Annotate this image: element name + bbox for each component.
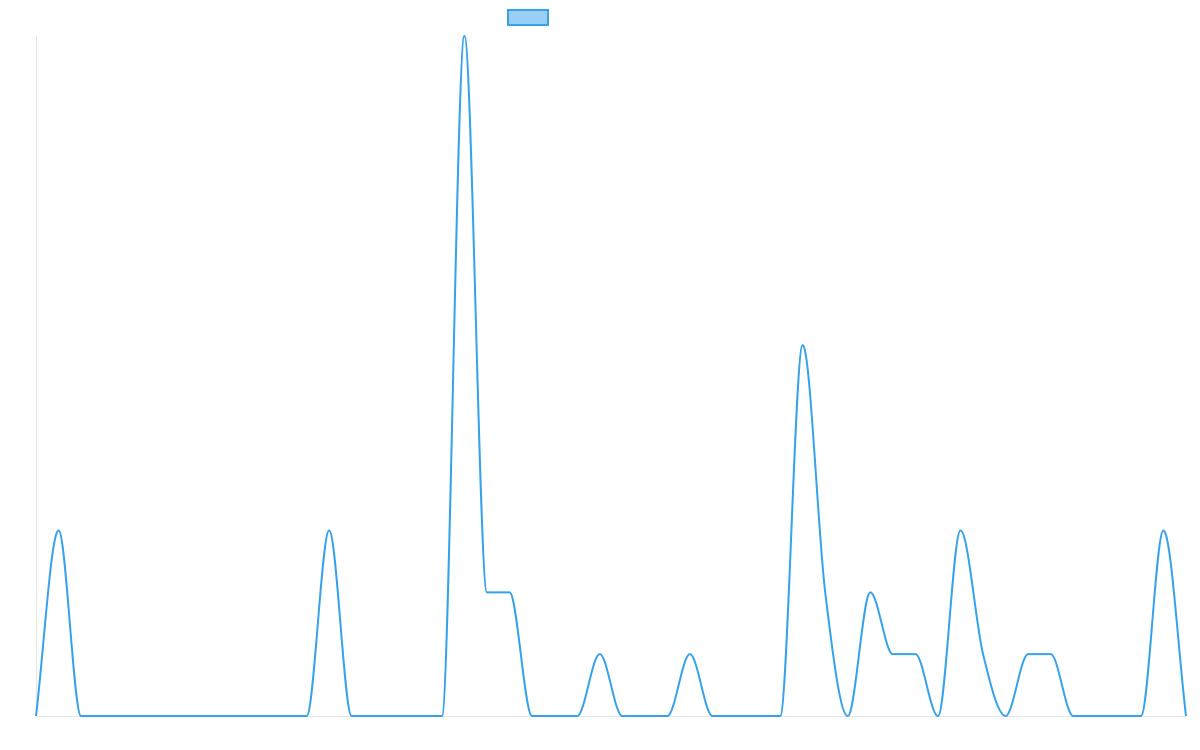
- series-line: [35, 34, 1187, 718]
- data-point[interactable]: [912, 651, 918, 657]
- data-point[interactable]: [416, 713, 422, 719]
- data-point[interactable]: [664, 713, 670, 719]
- data-point[interactable]: [1003, 713, 1009, 719]
- data-point[interactable]: [755, 713, 761, 719]
- data-point[interactable]: [56, 528, 62, 534]
- data-point[interactable]: [1025, 651, 1031, 657]
- data-point[interactable]: [867, 589, 873, 595]
- data-point[interactable]: [168, 713, 174, 719]
- data-point[interactable]: [1070, 713, 1076, 719]
- data-point[interactable]: [371, 713, 377, 719]
- legend-swatch[interactable]: [507, 9, 549, 26]
- data-point[interactable]: [597, 651, 603, 657]
- data-point[interactable]: [822, 589, 828, 595]
- data-point[interactable]: [213, 713, 219, 719]
- data-point[interactable]: [709, 713, 715, 719]
- data-point[interactable]: [642, 713, 648, 719]
- data-point[interactable]: [1160, 528, 1166, 534]
- data-point[interactable]: [304, 713, 310, 719]
- data-point[interactable]: [101, 713, 107, 719]
- data-point[interactable]: [123, 713, 129, 719]
- data-point[interactable]: [619, 713, 625, 719]
- data-point[interactable]: [258, 713, 264, 719]
- data-point[interactable]: [507, 589, 513, 595]
- data-point[interactable]: [935, 713, 941, 719]
- data-point[interactable]: [1115, 713, 1121, 719]
- data-point[interactable]: [1183, 713, 1189, 719]
- data-point[interactable]: [326, 528, 332, 534]
- series-layer: [33, 33, 1189, 719]
- data-point[interactable]: [146, 713, 152, 719]
- data-point[interactable]: [1138, 713, 1144, 719]
- data-point[interactable]: [980, 651, 986, 657]
- data-point[interactable]: [1048, 651, 1054, 657]
- data-point[interactable]: [552, 713, 558, 719]
- data-point[interactable]: [78, 713, 84, 719]
- data-point[interactable]: [349, 713, 355, 719]
- data-point[interactable]: [33, 713, 39, 719]
- data-point[interactable]: [574, 713, 580, 719]
- data-point[interactable]: [687, 651, 693, 657]
- data-point[interactable]: [236, 713, 242, 719]
- legend[interactable]: [507, 9, 549, 26]
- data-point[interactable]: [890, 651, 896, 657]
- data-point[interactable]: [461, 33, 467, 39]
- data-point[interactable]: [732, 713, 738, 719]
- data-point[interactable]: [958, 528, 964, 534]
- data-point[interactable]: [800, 342, 806, 348]
- data-point[interactable]: [191, 713, 197, 719]
- data-point[interactable]: [777, 713, 783, 719]
- data-point[interactable]: [845, 713, 851, 719]
- data-point[interactable]: [439, 713, 445, 719]
- data-point[interactable]: [1093, 713, 1099, 719]
- data-point[interactable]: [281, 713, 287, 719]
- data-point[interactable]: [529, 713, 535, 719]
- data-point[interactable]: [394, 713, 400, 719]
- data-point[interactable]: [484, 589, 490, 595]
